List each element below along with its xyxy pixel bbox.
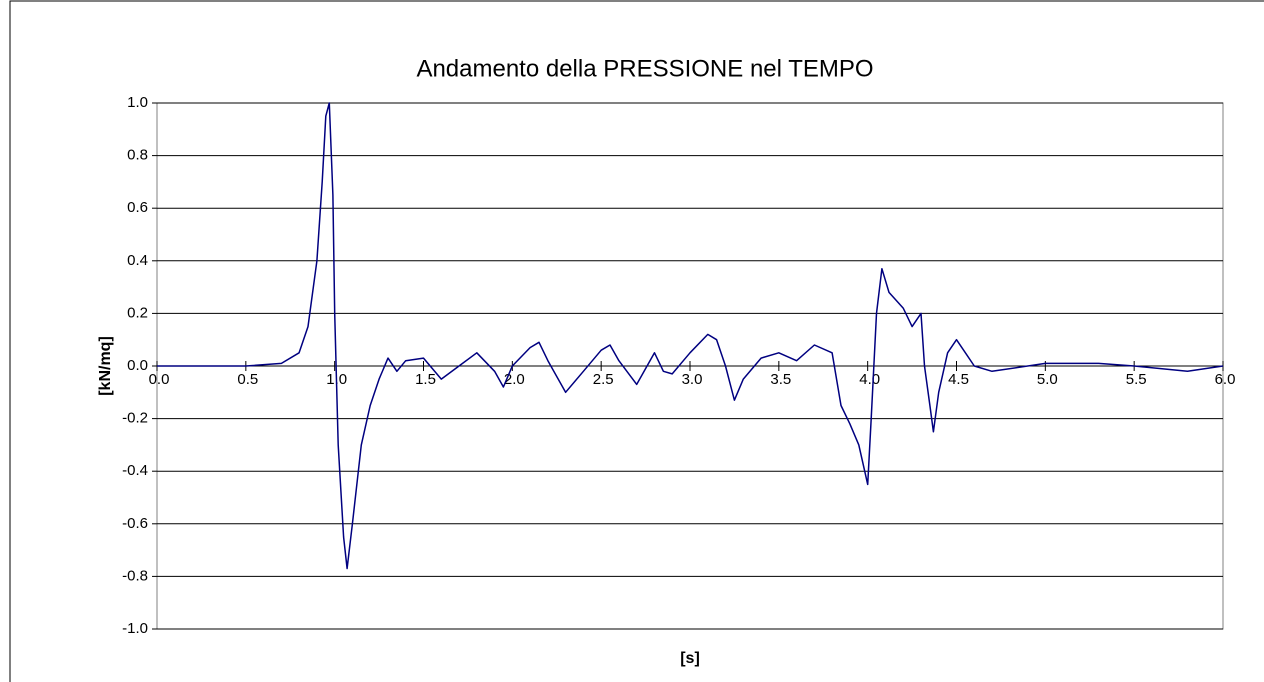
x-tick-label: 3.0 <box>682 371 703 388</box>
y-tick-label: -0.6 <box>122 515 148 532</box>
x-tick-label: 1.5 <box>415 371 436 388</box>
chart-title: Andamento della PRESSIONE nel TEMPO <box>416 55 873 82</box>
y-tick-label: 0.6 <box>127 199 148 216</box>
y-tick-label: 0.8 <box>127 147 148 164</box>
y-tick-label: -1.0 <box>122 620 148 637</box>
x-tick-label: 5.0 <box>1037 371 1058 388</box>
y-tick-label: 0.0 <box>127 357 148 374</box>
data-line <box>157 102 1224 570</box>
y-axis-title: [kN/mq] <box>97 336 114 396</box>
y-tick-label: 0.2 <box>127 304 148 321</box>
x-axis-title: [s] <box>680 650 700 667</box>
x-tick-label: 3.5 <box>770 371 791 388</box>
y-tick-label: 0.4 <box>127 252 148 269</box>
y-tick-label: -0.8 <box>122 567 148 584</box>
x-tick-label: 0.0 <box>149 371 170 388</box>
x-tick-label: 4.5 <box>948 371 969 388</box>
x-tick-label: 4.0 <box>859 371 880 388</box>
x-tick-label: 5.5 <box>1126 371 1147 388</box>
y-tick-label: 1.0 <box>127 94 148 111</box>
y-tick-label: -0.2 <box>122 410 148 427</box>
x-tick-label: 0.5 <box>237 371 258 388</box>
x-tick-label: 2.5 <box>593 371 614 388</box>
y-tick-label: -0.4 <box>122 462 148 479</box>
x-tick-label: 6.0 <box>1215 371 1236 388</box>
